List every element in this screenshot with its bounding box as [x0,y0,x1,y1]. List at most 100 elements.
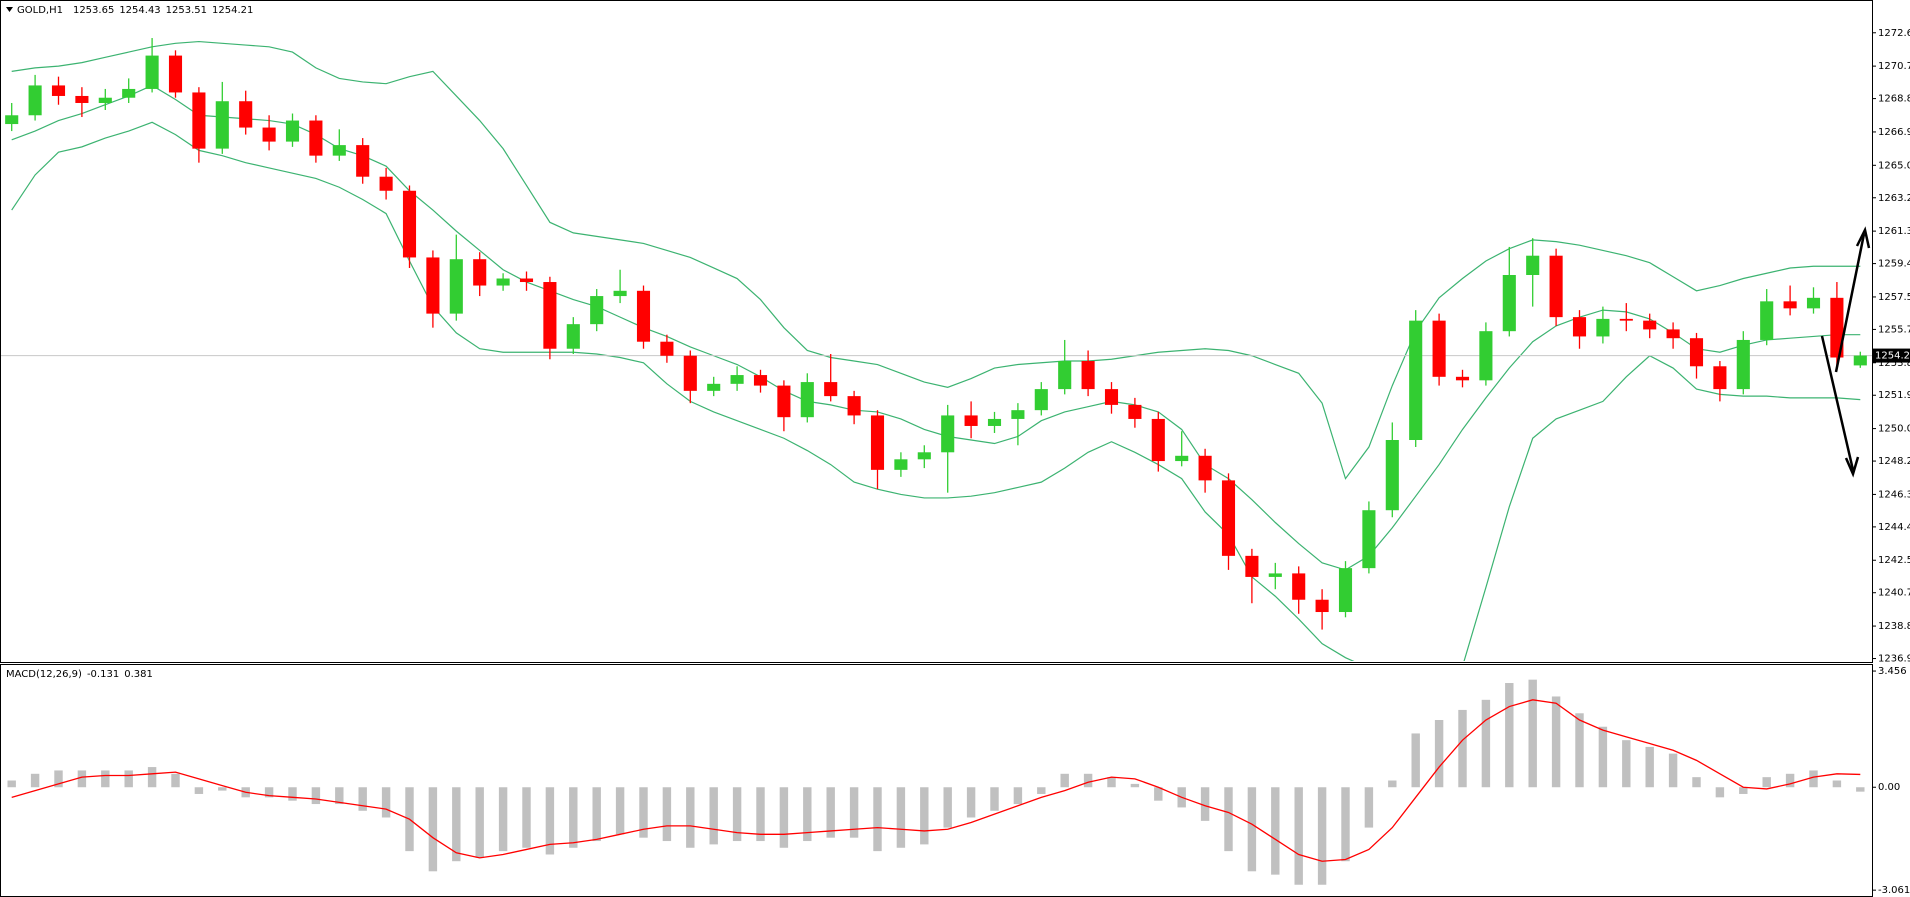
macd-bar [1364,787,1374,828]
candle-body [379,176,393,191]
candle-body [1151,418,1165,462]
candle-body [122,88,136,98]
candle-body [1736,339,1750,390]
y-tick-label: 1242.55 [1878,555,1910,566]
low-value: 1253.51 [166,5,207,16]
y-tick-label: 1259.45 [1878,259,1910,270]
candle-body [613,290,627,297]
arrowhead-up [1855,226,1871,249]
macd-bar [498,787,508,852]
candle-body [1760,301,1774,340]
candle-body [1034,389,1048,411]
candle-body [1409,320,1423,441]
macd-bar [1668,753,1678,788]
candle-body [426,257,440,314]
candle-body [1292,573,1306,600]
macd-bar [1434,720,1444,788]
candle-body [1596,318,1610,337]
open-value: 1253.65 [73,5,114,16]
candle-body [1268,573,1282,577]
candle-body [145,55,159,89]
macd-bar [171,773,180,788]
macd-bar [1224,787,1233,852]
macd-bar [218,787,227,791]
macd-bar [54,770,63,788]
candle-body [683,355,697,391]
candle-body [707,383,721,391]
y-tick-label: 1255.70 [1878,324,1910,335]
candle-body [1853,355,1867,366]
macd-bar [1692,777,1701,788]
macd-signal-line [11,699,1861,862]
candle-body [1081,361,1095,390]
symbol-label: GOLD,H1 [17,5,63,16]
menu-triangle[interactable] [6,7,13,12]
macd-bar [428,787,438,872]
y-tick-label: 1253.80 [1878,358,1910,369]
y-tick-label: 0.00 [1878,782,1900,793]
macd-bar [943,787,952,828]
macd-bar [358,787,367,811]
macd-bar [1130,783,1140,788]
macd-bar [1294,787,1303,885]
macd-bar [311,787,321,805]
macd-bar [7,780,16,788]
candle-body [473,259,487,286]
y-tick-label: 1240.70 [1878,588,1910,599]
macd-bar [1107,777,1116,788]
candle-body [262,127,276,142]
candle-body [636,290,651,342]
candle-body [1362,510,1376,569]
candle-body [964,415,978,426]
macd-bar [756,787,765,842]
macd-bar [686,787,695,848]
candle-body [1572,317,1587,337]
candle-body [449,259,463,314]
candle-body [1526,255,1540,276]
arrow-up [1834,233,1866,373]
macd-bar [803,787,812,842]
macd-bar [1247,787,1257,872]
candle-body [356,145,370,177]
y-tick-label: 1270.70 [1878,61,1910,72]
candle-body [566,324,580,349]
macd-bar [896,787,906,848]
macd-bar [779,787,789,848]
macd-bar [569,787,578,848]
candle-body [660,341,674,356]
macd-bar [1154,787,1163,801]
y-tick-label: 1246.30 [1878,489,1910,500]
macd-bar [124,770,133,788]
candle-body [917,452,931,460]
y-tick-label: 1272.60 [1878,28,1910,39]
candle-body [519,278,534,283]
candle-body [402,190,417,258]
bollinger-lower [11,121,1861,661]
macd-bar [1200,787,1210,821]
macd-bar [592,787,601,842]
candle-body [168,55,183,93]
macd-bar [30,773,40,788]
candle-body [1502,275,1516,332]
candle-body [777,385,791,418]
macd-bar [522,787,531,848]
candle-body [309,120,323,156]
arrow-down [1820,335,1855,471]
macd-bar [1551,696,1561,788]
y-tick-label: 1244.45 [1878,522,1910,533]
candle-body [1315,599,1329,613]
candle-body [1221,480,1236,556]
chart-header: GOLD,H1 1253.65 1254.43 1253.51 1254.21 [17,5,253,16]
macd-bar [873,787,882,852]
candle-body [496,278,510,286]
macd-header: MACD(12,26,9) -0.131 0.381 [6,669,153,680]
macd-bar [77,770,87,788]
candle-body [1338,568,1353,613]
y-tick-label: 1266.95 [1878,127,1910,138]
macd-bar [1271,787,1280,875]
macd-bar [1505,683,1514,788]
y-tick-label: 1248.20 [1878,456,1910,467]
close-value: 1254.21 [212,5,253,16]
candle-body [1806,297,1821,309]
